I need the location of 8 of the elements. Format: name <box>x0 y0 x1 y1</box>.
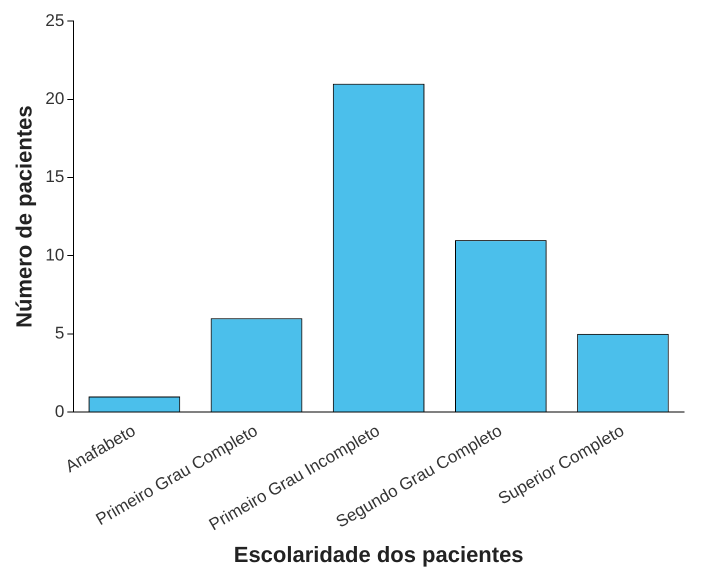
y-axis-title: Número de pacientes <box>11 105 36 328</box>
y-tick-label: 5 <box>54 324 64 343</box>
y-tick-label: 15 <box>45 167 64 186</box>
y-tick-label: 20 <box>45 89 64 108</box>
y-tick-label: 25 <box>45 10 64 30</box>
y-tick-label: 0 <box>54 402 64 421</box>
y-tick-label: 10 <box>45 245 64 264</box>
x-axis-title: Escolaridade dos pacientes <box>234 542 524 567</box>
